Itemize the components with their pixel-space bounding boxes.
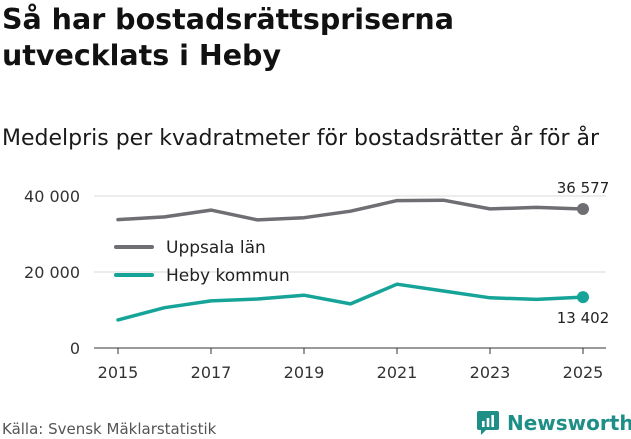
- y-tick-label: 0: [70, 339, 80, 358]
- series-endpoint-heby: [577, 291, 589, 304]
- x-tick-label: 2021: [377, 363, 418, 382]
- x-tick-label: 2023: [470, 363, 511, 382]
- brand-name: Newsworthy: [507, 411, 631, 435]
- x-tick-label: 2019: [284, 363, 325, 382]
- newsworthy-logo-icon: [477, 411, 499, 435]
- series-line-uppsala: [116, 198, 585, 222]
- data-label-heby: 13 402: [557, 309, 610, 327]
- series-line-heby: [116, 282, 585, 322]
- y-tick-label: 40 000: [24, 187, 80, 206]
- y-tick-label: 20 000: [24, 263, 80, 282]
- chart-subtitle: Medelpris per kvadratmeter för bostadsrä…: [2, 126, 600, 151]
- data-label-uppsala: 36 577: [557, 179, 610, 197]
- x-tick-label: 2025: [563, 363, 604, 382]
- brand-logo: Newsworthy: [476, 408, 631, 438]
- chart-title: Så har bostadsrättspriserna utvecklats i…: [2, 3, 454, 72]
- series-endpoint-uppsala: [577, 203, 589, 216]
- legend-label-uppsala: Uppsala län: [166, 238, 266, 258]
- legend-label-heby: Heby kommun: [166, 266, 290, 286]
- x-tick-label: 2017: [191, 363, 232, 382]
- source-note: Källa: Svensk Mäklarstatistik: [2, 420, 217, 438]
- x-tick-label: 2015: [98, 363, 139, 382]
